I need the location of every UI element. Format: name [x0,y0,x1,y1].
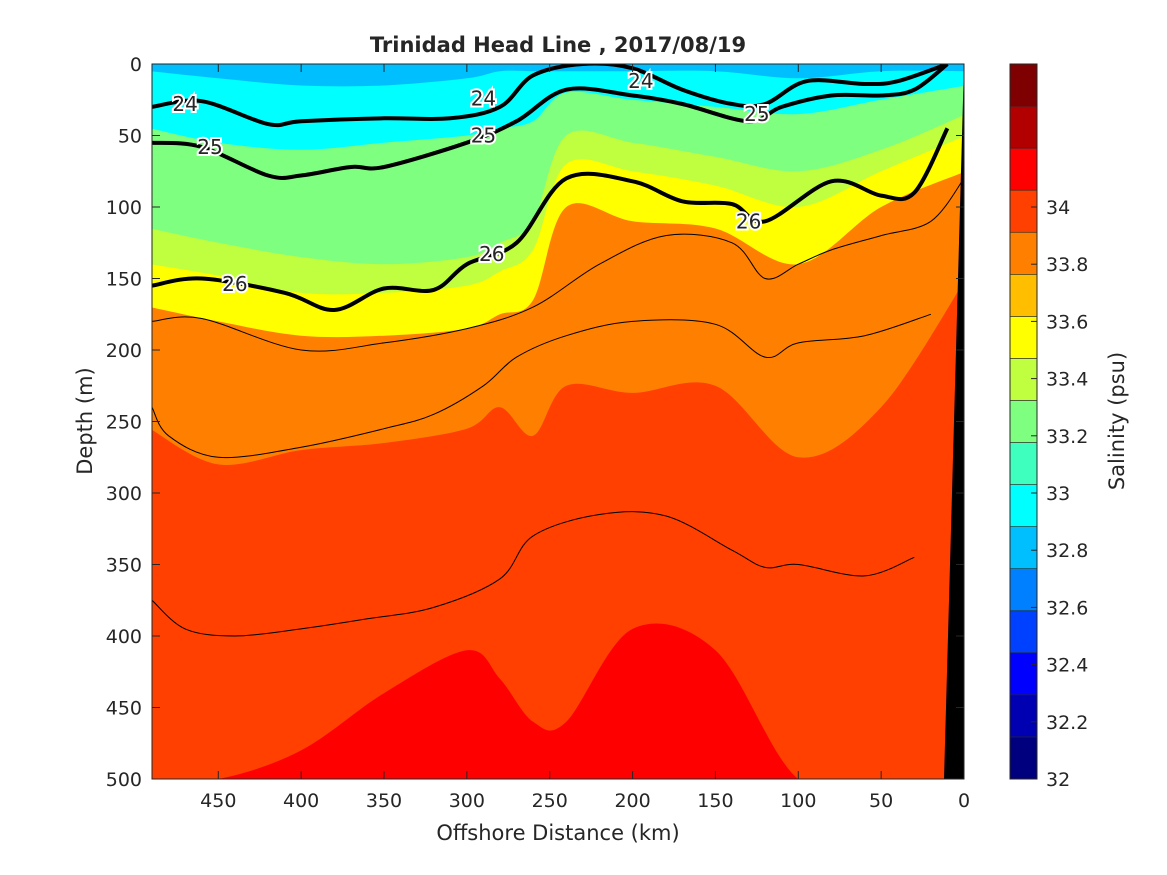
colorbar-segment [1009,231,1038,275]
y-tick-label: 100 [106,197,142,219]
colorbar-tick-label: 33.4 [1046,369,1088,391]
salinity-band-34.2 [218,623,964,779]
salinity-bands [152,70,964,779]
contour-label: 24 [172,92,197,116]
thin-isoline-2 [152,313,932,459]
colorbar-tick-label: 32.6 [1046,597,1088,619]
colorbar-tick-label: 32.8 [1046,540,1088,562]
colorbar-segment [1009,568,1038,612]
x-tick-label: 150 [697,790,733,812]
colorbar-tick-label: 33.8 [1046,254,1088,276]
contour-label: 24 [471,86,496,110]
colorbar-segment [1009,610,1038,654]
y-axis: 0 50 100 150 200 250 300 350 400 450 500 [106,54,964,791]
colorbar-segment [1009,484,1038,527]
colorbar [1009,63,1038,780]
colorbar-tick-label: 33.6 [1046,311,1088,333]
colorbar-segment [1009,189,1038,233]
x-tick-label: 200 [614,790,650,812]
density-contour-24 [152,64,949,128]
contour-label: 26 [479,242,504,266]
density-contour-25 [152,64,949,181]
colorbar-tick-label: 33 [1046,483,1070,505]
colorbar-segment [1009,652,1038,696]
seafloor-wedge [944,64,964,779]
y-axis-label: Depth (m) [73,367,97,474]
contour-label: 26 [222,272,247,296]
colorbar-segment [1009,316,1038,359]
colorbar-tick-label: 34 [1046,197,1070,219]
x-tick-label: 50 [869,790,893,812]
x-tick-label: 0 [958,790,970,812]
y-tick-label: 150 [106,269,142,291]
chart-title: Trinidad Head Line , 2017/08/19 [370,33,746,57]
x-tick-label: 300 [449,790,485,812]
y-tick-label: 200 [106,340,142,362]
contour-label: 26 [736,209,761,233]
x-tick-label: 350 [366,790,402,812]
colorbar-tick-label: 32 [1046,769,1070,791]
y-tick-label: 450 [106,698,142,720]
y-tick-label: 400 [106,626,142,648]
colorbar-tick-label: 32.4 [1046,655,1088,677]
y-tick-label: 0 [130,54,142,76]
x-tick-label: 450 [200,790,236,812]
colorbar-segment [1009,63,1038,107]
colorbar-segment [1009,273,1038,317]
colorbar-segment [1009,105,1038,149]
contour-label: 24 [628,69,653,93]
colorbar-tick-label: 32.2 [1046,712,1088,734]
x-axis-label: Offshore Distance (km) [436,821,679,845]
contour-label: 25 [471,124,496,148]
x-tick-label: 400 [283,790,319,812]
colorbar-label: Salinity (psu) [1105,352,1129,490]
thin-isoline-3 [152,511,915,637]
contour-label: 25 [197,135,222,159]
thin-isolines [152,178,964,637]
colorbar-segment [1009,147,1038,191]
colorbar-segment [1009,358,1038,401]
y-tick-label: 350 [106,555,142,577]
y-tick-label: 300 [106,483,142,505]
colorbar-frame [1009,63,1038,780]
colorbar-segment [1009,694,1038,738]
y-tick-label: 250 [106,412,142,434]
x-axis: 450 400 350 300 250 200 150 100 50 0 [200,64,970,812]
density-contour-26 [152,127,950,313]
x-tick-label: 100 [780,790,816,812]
colorbar-ticks: 32 32.2 32.4 32.6 32.8 33 33.2 33.4 33.6 33.8 34 [1031,197,1088,791]
y-tick-label: 500 [106,769,142,791]
colorbar-segment [1009,526,1038,570]
contour-label: 25 [744,102,769,126]
y-tick-label: 50 [118,126,142,148]
x-tick-label: 250 [532,790,568,812]
colorbar-tick-label: 33.2 [1046,426,1088,448]
density-contours [152,64,950,313]
thin-isoline-1 [152,178,964,352]
colorbar-segment [1009,736,1038,780]
colorbar-segment [1009,442,1038,485]
salinity-band-34 [152,281,964,779]
